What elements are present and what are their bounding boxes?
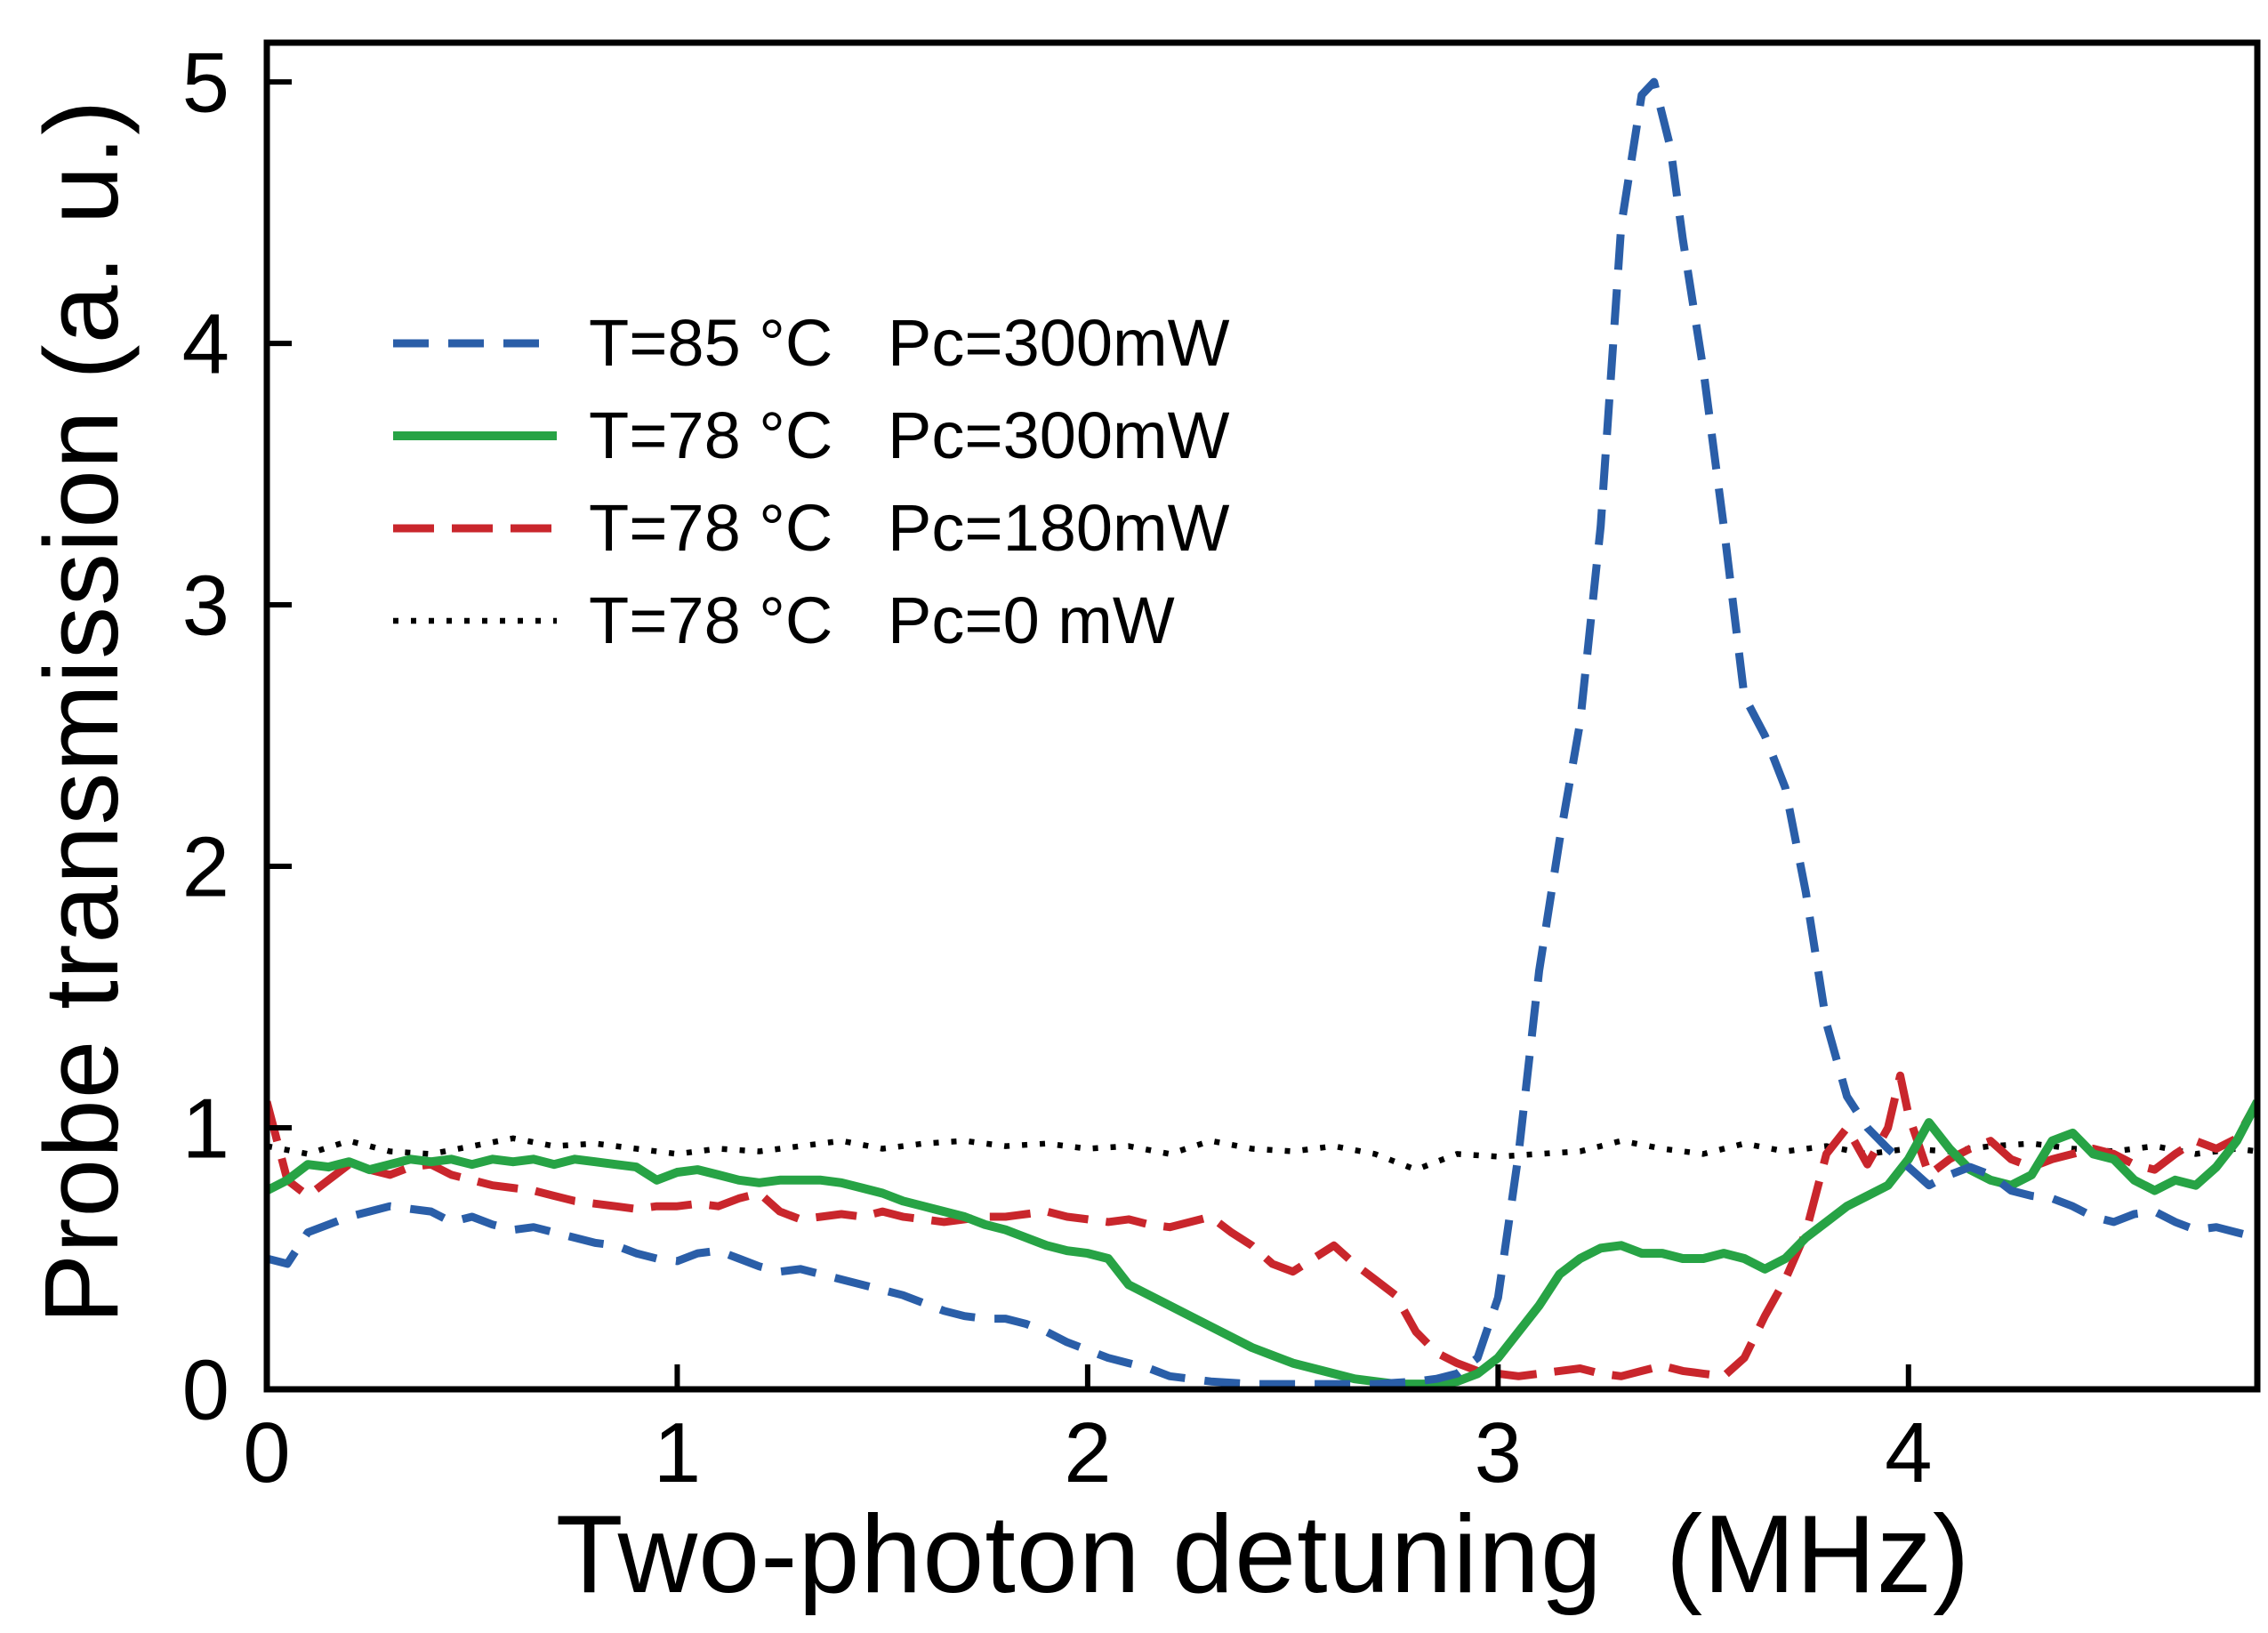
svg-text:2: 2: [1064, 1405, 1111, 1500]
legend: T=85 °C Pc=300mW T=78 °C Pc=300mW T=78 °…: [390, 297, 1230, 667]
black-dotted-line-icon: [393, 617, 557, 624]
legend-item-blue: T=85 °C Pc=300mW: [390, 297, 1230, 390]
svg-text:2: 2: [182, 820, 229, 915]
svg-text:4: 4: [1885, 1405, 1932, 1500]
svg-text:1: 1: [654, 1405, 701, 1500]
legend-label: T=78 °C Pc=180mW: [589, 491, 1230, 565]
svg-text:1: 1: [182, 1082, 229, 1177]
svg-text:4: 4: [182, 297, 229, 392]
legend-item-red: T=78 °C Pc=180mW: [390, 482, 1230, 575]
legend-item-black: T=78 °C Pc=0 mW: [390, 575, 1230, 667]
blue-dashed-line-icon: [393, 339, 557, 348]
legend-label: T=78 °C Pc=0 mW: [589, 583, 1175, 657]
legend-item-green: T=78 °C Pc=300mW: [390, 390, 1230, 482]
svg-text:3: 3: [182, 559, 229, 654]
x-axis-title: Two-photon detuning (MHz): [555, 1493, 1971, 1616]
y-axis-title: Probe transmission (a. u.): [23, 99, 141, 1324]
green-solid-line-icon: [393, 431, 557, 440]
red-dashed-line-icon: [393, 524, 557, 533]
svg-text:0: 0: [182, 1343, 229, 1438]
svg-text:3: 3: [1475, 1405, 1522, 1500]
svg-text:5: 5: [182, 36, 229, 131]
svg-text:0: 0: [243, 1405, 290, 1500]
legend-label: T=78 °C Pc=300mW: [589, 398, 1230, 472]
legend-label: T=85 °C Pc=300mW: [589, 306, 1230, 380]
